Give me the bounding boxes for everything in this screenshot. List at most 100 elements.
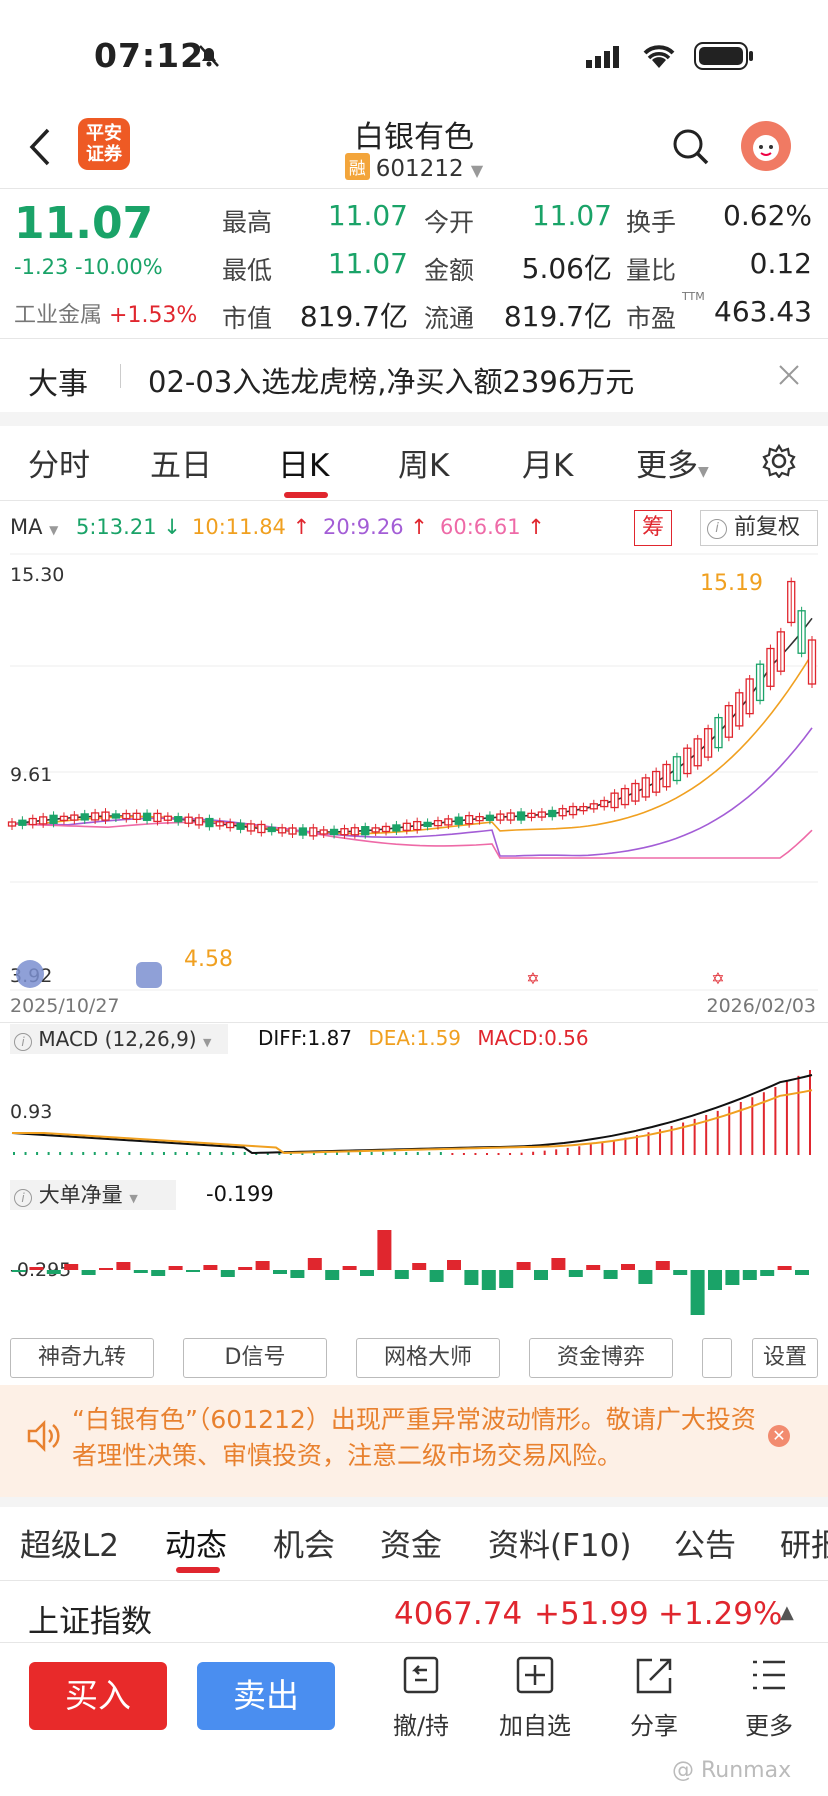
share-button[interactable]: 分享 [609, 1652, 699, 1741]
event-notice[interactable]: 大事 02-03入选龙虎榜,净买入额2396万元 [0, 340, 828, 410]
field-label-mktcap: 市值 [222, 304, 273, 333]
field-label-high: 最高 [222, 208, 273, 237]
indicator-button[interactable]: 网格大师 [356, 1338, 500, 1378]
search-icon[interactable] [672, 128, 710, 166]
field-label-amount: 金额 [424, 256, 475, 285]
index-value: 4067.74 [394, 1596, 523, 1632]
cancel-hold-button[interactable]: 撤/持 [376, 1652, 466, 1741]
max-price-label: 15.19 [700, 571, 763, 596]
more-button[interactable]: 更多 [724, 1652, 814, 1741]
field-label-pe: 市盈 [626, 304, 677, 333]
tab-five-day[interactable]: 五日 [150, 448, 212, 484]
watermark: @ Runmax [672, 1758, 792, 1783]
index-change: +51.99 [534, 1596, 649, 1632]
y-tick-top: 15.30 [10, 564, 64, 586]
tab-research[interactable]: 研报 [780, 1528, 828, 1564]
tab-monthly-k[interactable]: 月K [522, 448, 574, 484]
tab-opportunity[interactable]: 机会 [273, 1528, 335, 1564]
net-flow-bar [116, 1262, 131, 1270]
ma-line [11, 727, 813, 857]
indicator-button[interactable] [702, 1338, 732, 1378]
ma-selector[interactable]: MA ▼ [10, 515, 59, 539]
field-value-turnover: 0.62% [723, 199, 812, 232]
caret-down-icon: ▼ [470, 161, 484, 180]
sector-row[interactable]: 工业金属 +1.53% [14, 303, 198, 328]
indicator-button[interactable]: D信号 [183, 1338, 327, 1378]
indicator-button[interactable]: 资金博弈 [529, 1338, 673, 1378]
tab-f10[interactable]: 资料(F10) [488, 1528, 632, 1564]
kline-chart[interactable]: 15.30 9.61 3.92 2025/10/27 2026/02/03 15… [0, 552, 828, 1022]
share-icon [636, 1658, 672, 1694]
tab-intraday[interactable]: 分时 [28, 448, 90, 484]
field-value-high: 11.07 [327, 199, 408, 232]
tab-l2[interactable]: 超级L2 [20, 1528, 119, 1564]
tab-weekly-k[interactable]: 周K [398, 448, 450, 484]
indicator-button[interactable]: 神奇九转 [10, 1338, 154, 1378]
tab-news[interactable]: 动态 [165, 1528, 227, 1564]
add-watchlist-button[interactable]: 加自选 [490, 1652, 580, 1741]
tab-daily-k[interactable]: 日K [278, 448, 330, 484]
macd-line [12, 1089, 813, 1155]
net-flow-bar [238, 1267, 253, 1270]
notice-text: 02-03入选龙虎榜,净买入额2396万元 [148, 365, 635, 399]
field-value-volratio: 0.12 [749, 247, 812, 280]
net-flow-bar [99, 1268, 113, 1270]
more-menu-icon [753, 1660, 785, 1690]
speaker-icon [27, 1419, 60, 1453]
net-flow-bar [412, 1263, 427, 1270]
ma-line [11, 617, 813, 833]
caret-down-icon: ▼ [698, 464, 709, 480]
net-flow-bar [133, 1270, 148, 1273]
margin-badge: 融 [344, 153, 370, 180]
net-flow-bar [307, 1258, 322, 1270]
indicator-settings-button[interactable]: 设置 [752, 1338, 818, 1378]
buy-button[interactable]: 买入 [29, 1662, 167, 1730]
info-icon: i [14, 1189, 32, 1207]
net-flow-bar [673, 1270, 688, 1275]
net-flow-bar [325, 1270, 340, 1280]
settings-gear-icon[interactable] [762, 444, 796, 478]
fullscreen-icon[interactable] [136, 962, 162, 988]
user-avatar[interactable] [741, 121, 791, 171]
adjust-mode-button[interactable]: i 前复权 [700, 510, 818, 546]
y-tick-mid: 9.61 [10, 764, 52, 786]
field-label-open: 今开 [424, 208, 475, 237]
field-label-float: 流通 [424, 304, 475, 333]
ma10-value: 10:11.84 ↑ [192, 515, 311, 539]
cancel-hold-icon [403, 1656, 439, 1694]
notice-tag: 大事 [28, 367, 88, 402]
stock-code-row[interactable]: 融 601212 ▼ [0, 153, 828, 182]
pe-ttm-superscript: TTM [682, 290, 705, 303]
net-flow-bar [273, 1270, 287, 1274]
chip-distribution-button[interactable]: 筹 [634, 510, 672, 546]
macd-line [11, 1074, 813, 1155]
macd-chart[interactable]: 0.93 [0, 1055, 828, 1180]
wifi-icon [643, 45, 675, 68]
sell-button[interactable]: 卖出 [197, 1662, 335, 1730]
net-flow-selector[interactable]: i 大单净量 ▼ [10, 1180, 176, 1210]
net-flow-bar [168, 1266, 183, 1270]
net-flow-bar [742, 1270, 757, 1280]
info-icon: i [707, 519, 727, 539]
status-time: 07:12 [94, 36, 205, 75]
field-value-mktcap: 819.7亿 [299, 300, 408, 333]
net-flow-bar [655, 1261, 670, 1270]
risk-alert-text: “白银有色”（601212）出现严重异常波动情形。敬请广大投资者理性决策、审慎投… [72, 1405, 756, 1470]
net-flow-bar [638, 1270, 653, 1284]
macd-selector[interactable]: i MACD (12,26,9) ▼ [10, 1024, 228, 1054]
net-flow-bar [708, 1270, 722, 1290]
tab-more[interactable]: 更多▼ [636, 448, 709, 484]
tab-announcements[interactable]: 公告 [674, 1528, 736, 1564]
caret-up-icon[interactable]: ▲ [780, 1602, 794, 1623]
net-flow-bar [534, 1270, 548, 1280]
net-flow-bar [220, 1270, 235, 1277]
close-alert-icon[interactable]: ✕ [768, 1425, 790, 1447]
close-icon[interactable] [778, 364, 800, 386]
tab-funds[interactable]: 资金 [380, 1528, 442, 1564]
net-flow-bar [586, 1265, 601, 1270]
expand-left-icon[interactable] [16, 960, 44, 988]
back-icon[interactable] [28, 128, 52, 166]
net-flow-chart[interactable]: -0.295 [0, 1212, 828, 1330]
net-flow-bar [795, 1270, 809, 1275]
net-flow-bar [377, 1230, 392, 1270]
